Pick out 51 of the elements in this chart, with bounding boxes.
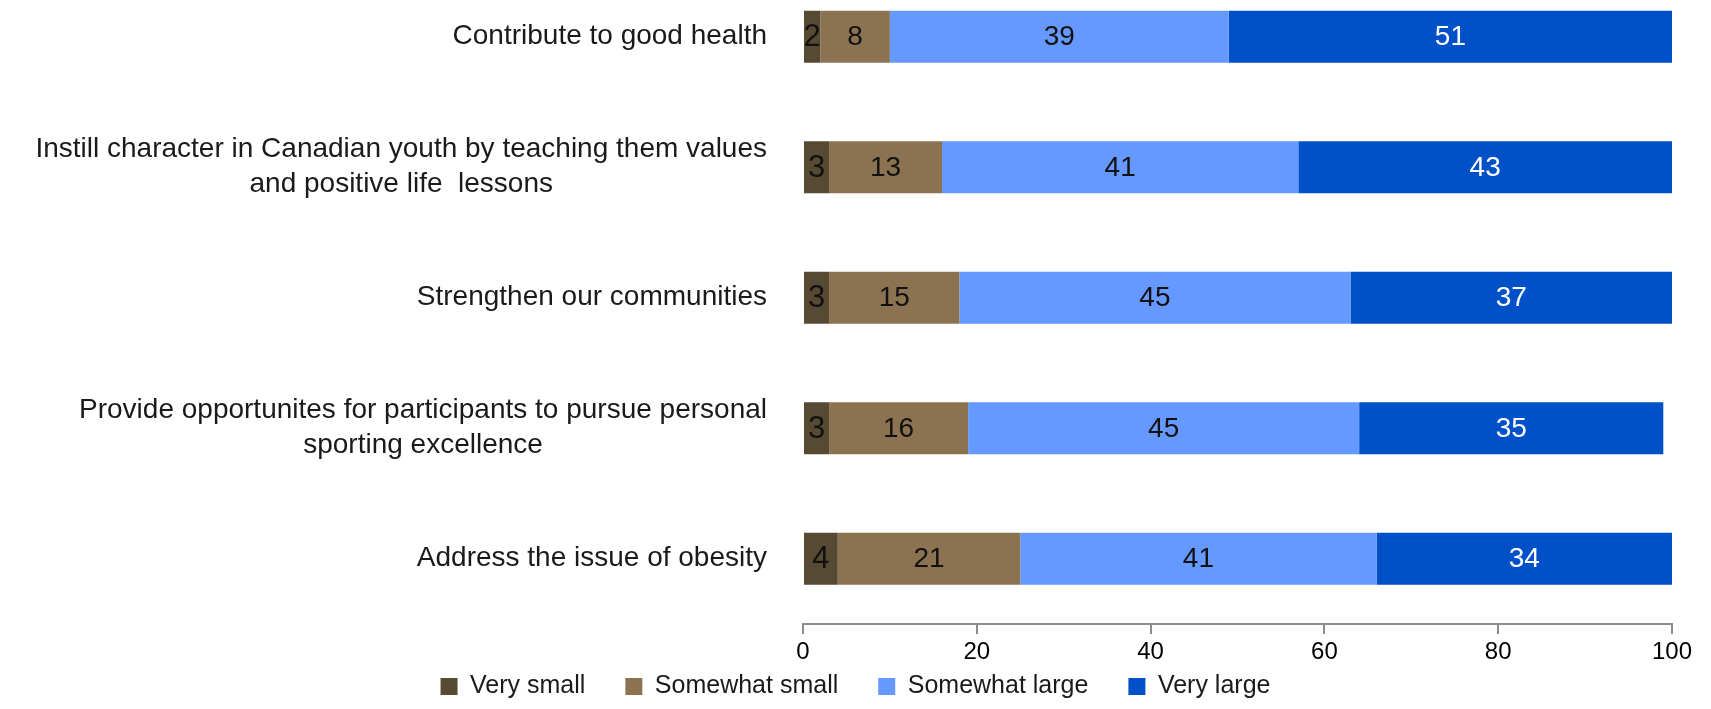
data-label: 41 — [1182, 542, 1214, 574]
y-tick-label: Instill character in Canadian youth by teaching them values and positive life lessons — [35, 132, 767, 199]
bar — [1350, 271, 1672, 324]
bar — [1359, 402, 1664, 455]
x-tick-label: 20 — [963, 637, 991, 665]
bar — [829, 402, 969, 455]
data-label: 3 — [807, 279, 826, 315]
legend-label: Somewhat large — [907, 670, 1089, 699]
legend-label: Very large — [1157, 670, 1271, 699]
bar — [1020, 532, 1377, 585]
data-label: 15 — [878, 281, 910, 313]
data-label: 8 — [847, 20, 863, 52]
data-label: 37 — [1495, 281, 1527, 313]
y-tick-label: Address the issue of obesity — [416, 541, 768, 573]
data-label: 51 — [1434, 20, 1466, 52]
x-tick-label: 80 — [1484, 637, 1512, 665]
bar — [1298, 141, 1672, 194]
legend-label: Very small — [470, 670, 586, 699]
bar — [804, 532, 838, 585]
data-label: 13 — [869, 150, 902, 182]
x-tick-label: 60 — [1311, 637, 1338, 665]
data-label: 35 — [1495, 411, 1527, 443]
data-label: 45 — [1148, 411, 1180, 443]
bar — [959, 271, 1351, 324]
y-tick-label: Contribute to good health — [452, 19, 767, 51]
bar — [968, 402, 1360, 455]
data-label: 4 — [812, 540, 830, 576]
bar — [1228, 10, 1672, 63]
data-label: 3 — [807, 409, 826, 445]
bar — [942, 141, 1299, 194]
y-tick-label: Strengthen our communities — [416, 280, 767, 312]
data-label: 3 — [807, 148, 826, 184]
bar — [889, 10, 1229, 63]
bar — [829, 271, 960, 324]
data-label: 16 — [883, 411, 915, 443]
bar — [829, 141, 943, 194]
bar — [837, 532, 1021, 585]
data-label: 39 — [1043, 20, 1075, 52]
bar — [820, 10, 890, 63]
data-label: 43 — [1469, 150, 1501, 182]
y-tick-label: Provide opportunites for participants to pursue personal sporting excellence — [79, 393, 768, 460]
x-tick-label: 0 — [796, 637, 810, 665]
x-tick-label: 100 — [1651, 637, 1693, 665]
data-label: 45 — [1139, 281, 1171, 313]
bar — [1376, 532, 1672, 585]
data-label: 21 — [913, 542, 945, 574]
legend-label: Somewhat small — [654, 670, 839, 699]
data-label: 41 — [1104, 150, 1136, 182]
data-label: 2 — [803, 18, 821, 54]
data-label: 34 — [1508, 542, 1540, 574]
x-tick-label: 40 — [1137, 637, 1164, 665]
